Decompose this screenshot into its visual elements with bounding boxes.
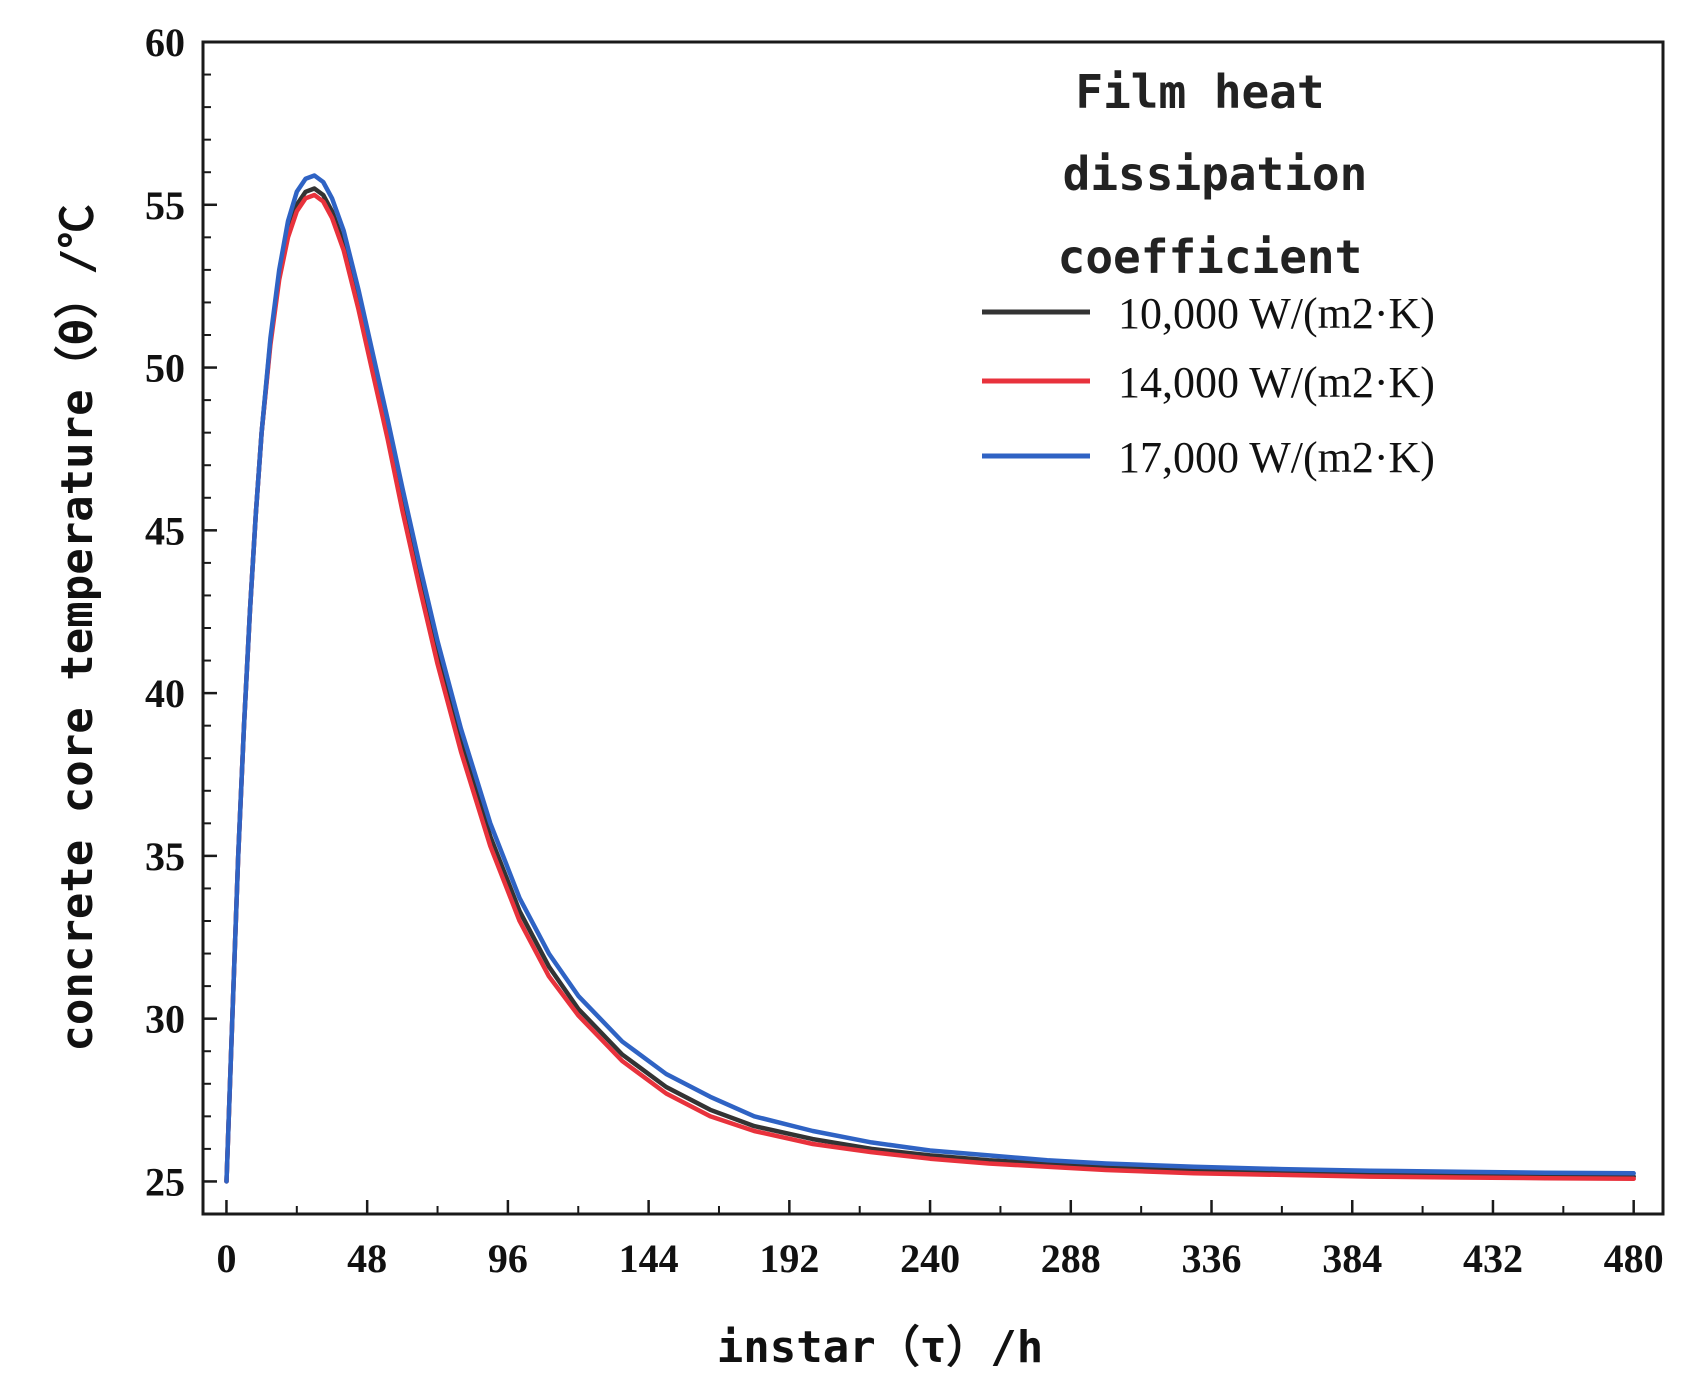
- y-tick-label: 30: [145, 997, 185, 1042]
- x-tick-label: 0: [216, 1236, 236, 1281]
- y-axis-title: concrete core temperature（θ）/℃: [52, 204, 103, 1051]
- x-axis-title: instar（τ）/h: [717, 1322, 1043, 1373]
- legend-label-14000: 14,000 W/(m2·K): [1118, 358, 1435, 407]
- y-tick-label: 60: [145, 20, 185, 65]
- legend: Film heat dissipation coefficient 10,000…: [982, 65, 1435, 482]
- y-tick-label: 50: [145, 346, 185, 391]
- x-tick-label: 432: [1463, 1236, 1523, 1281]
- y-axis-ticks: 25 30 35 40 45 50 55 60: [145, 20, 217, 1204]
- legend-title-line-3: coefficient: [1058, 230, 1363, 284]
- x-tick-label: 144: [619, 1236, 679, 1281]
- legend-title-line-1: Film heat: [1075, 65, 1324, 119]
- x-axis-ticks: 0 48 96 144 192 240 288 336 384 432 480: [216, 1200, 1664, 1281]
- x-tick-label: 384: [1322, 1236, 1382, 1281]
- series-line-3: [224, 173, 1636, 1184]
- series-lines: [224, 173, 1636, 1184]
- legend-title-line-2: dissipation: [1063, 147, 1368, 201]
- x-tick-label: 240: [900, 1236, 960, 1281]
- y-minor-ticks: [203, 73, 211, 1215]
- y-tick-label: 55: [145, 183, 185, 228]
- y-tick-label: 40: [145, 671, 185, 716]
- y-tick-label: 45: [145, 508, 185, 553]
- x-tick-label: 192: [759, 1236, 819, 1281]
- legend-label-17000: 17,000 W/(m2·K): [1118, 433, 1435, 482]
- x-minor-ticks: [295, 1206, 1565, 1214]
- x-tick-label: 480: [1604, 1236, 1664, 1281]
- y-tick-label: 35: [145, 834, 185, 879]
- x-tick-label: 288: [1041, 1236, 1101, 1281]
- x-tick-label: 96: [488, 1236, 528, 1281]
- y-tick-label: 25: [145, 1159, 185, 1204]
- legend-label-10000: 10,000 W/(m2·K): [1118, 289, 1435, 338]
- x-tick-label: 48: [347, 1236, 387, 1281]
- x-tick-label: 336: [1182, 1236, 1242, 1281]
